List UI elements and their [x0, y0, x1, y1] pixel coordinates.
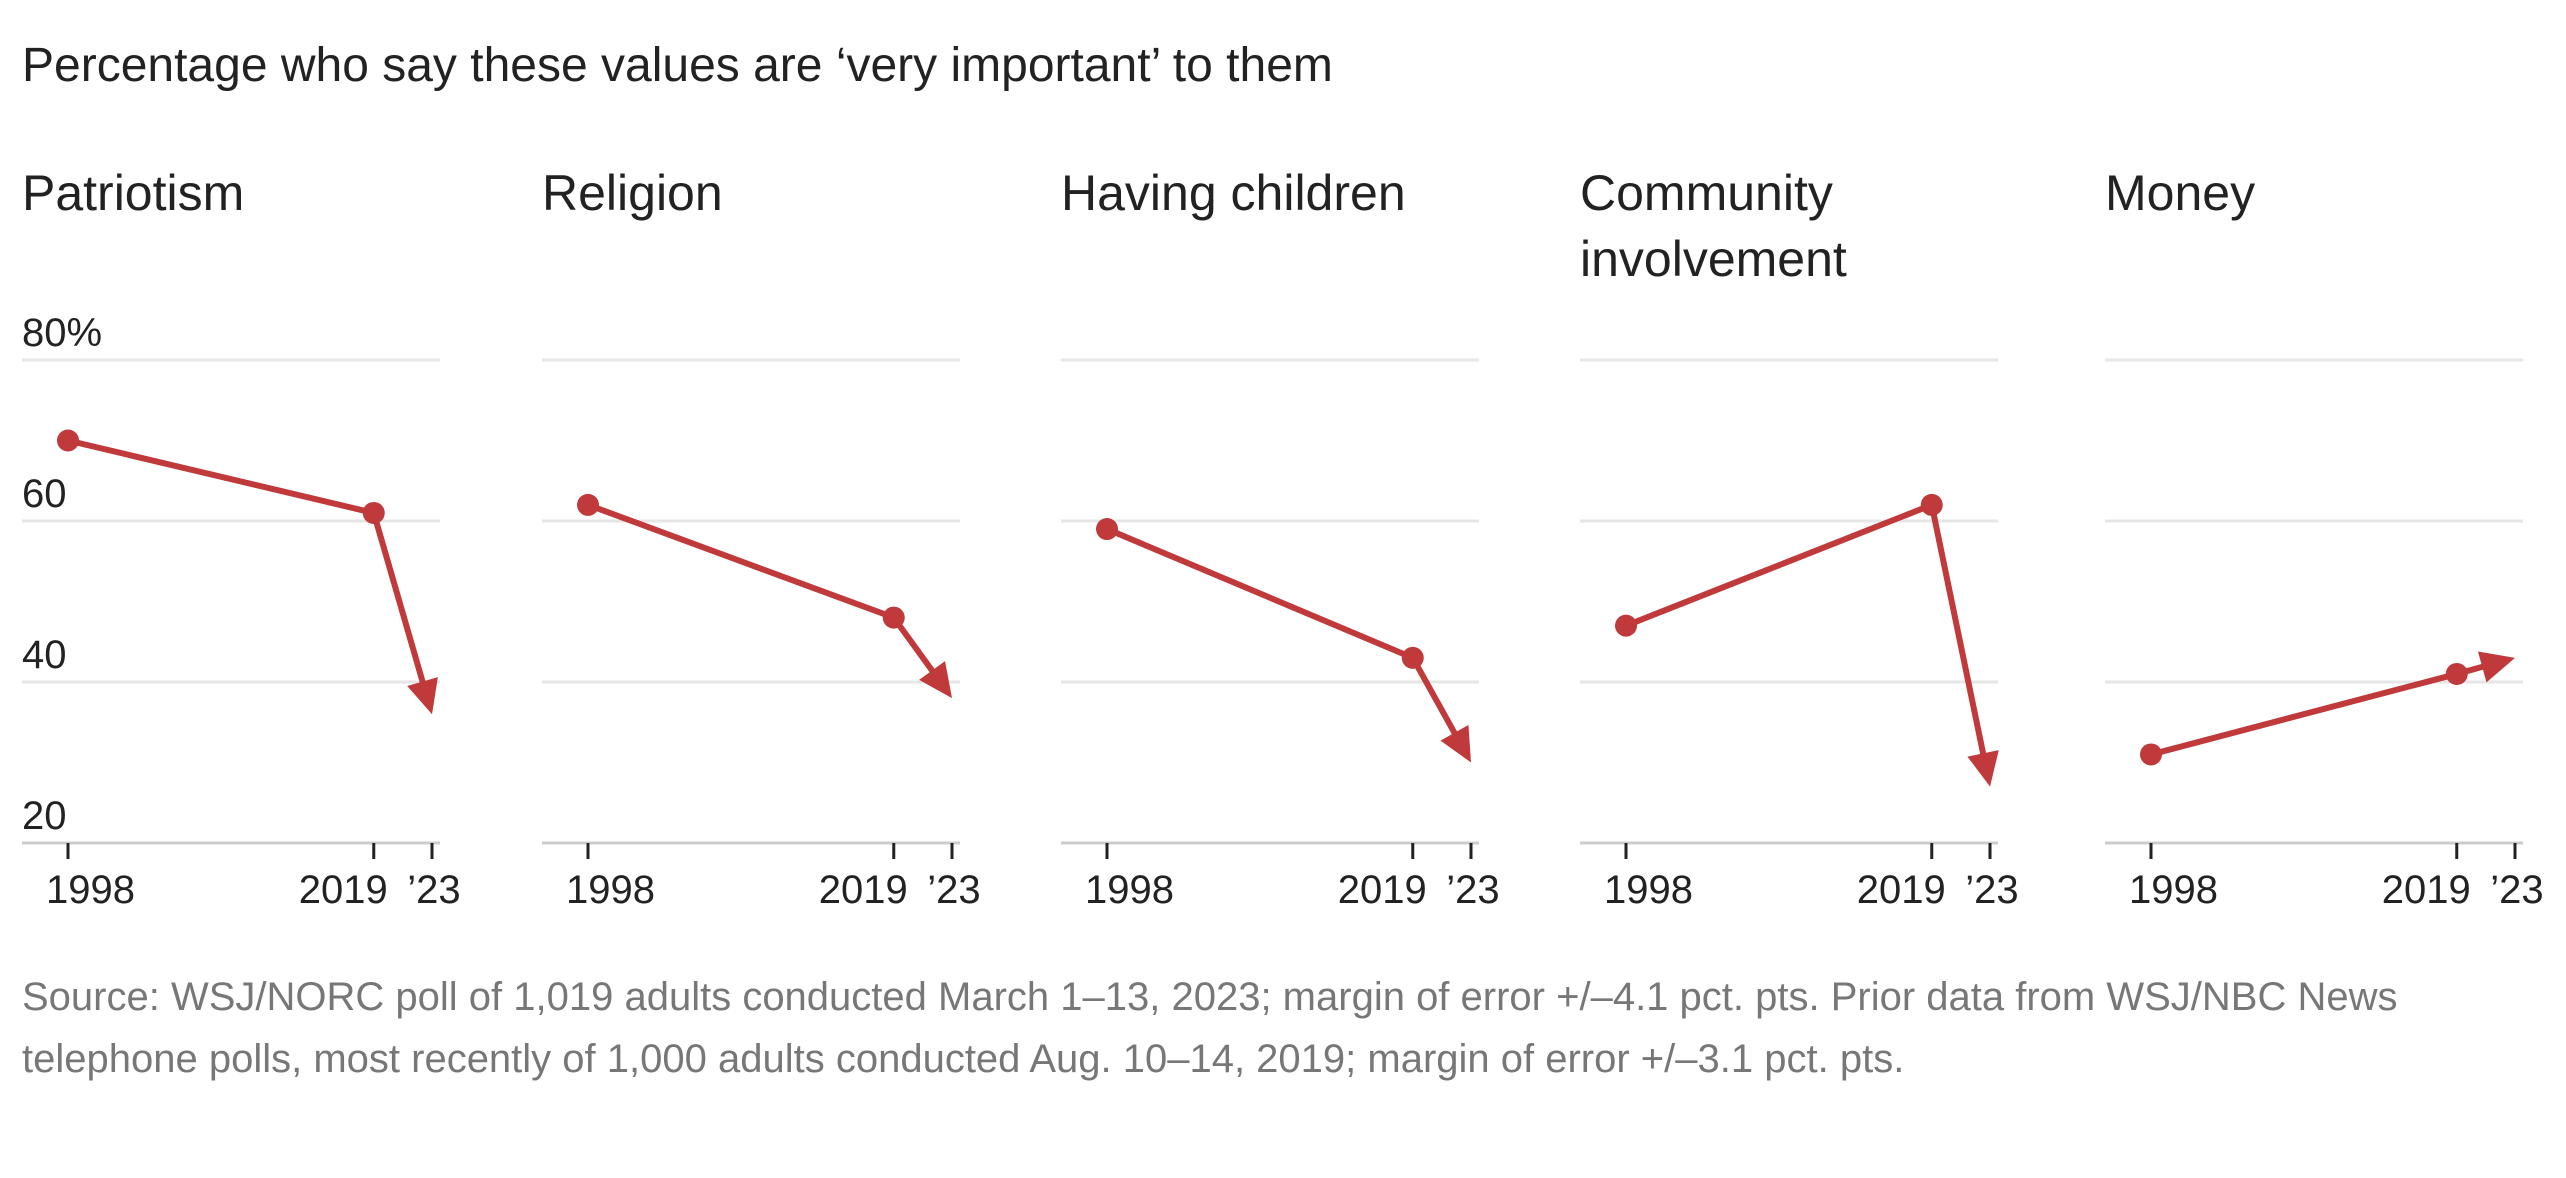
data-point-2019: [882, 606, 905, 629]
x-tick-label: 1998: [1604, 868, 1693, 912]
panel-title: Patriotism: [22, 165, 245, 221]
panel-money: Money 1998 2019 ’23: [2105, 150, 2566, 940]
data-point-2019: [2445, 662, 2468, 685]
series-line: [1104, 526, 1416, 661]
x-tick-label: 1998: [46, 868, 135, 912]
x-tick-label: 2019: [1857, 868, 1946, 912]
data-point-2019: [1401, 646, 1424, 669]
source-note: Source: WSJ/NORC poll of 1,019 adults co…: [22, 975, 2398, 1081]
chart-svg: 1998 2019 ’23: [1580, 358, 2019, 912]
series-line: [1409, 654, 1458, 736]
x-tick-label: ’23: [2490, 868, 2543, 912]
panel-title: Having children: [1061, 165, 1406, 221]
series-line: [370, 509, 426, 685]
x-tick-label: ’23: [1446, 868, 1499, 912]
panel-patriotism: Patriotism 80% 60 40 20 1998 2019 ’23: [22, 150, 492, 940]
data-point-1998: [577, 493, 599, 516]
x-tick-label: 2019: [2382, 868, 2471, 912]
y-tick-label: 20: [22, 794, 67, 838]
series-line: [585, 501, 897, 621]
arrowhead-2023: [407, 677, 438, 715]
chart-svg: 1998 2019 ’23: [542, 358, 981, 912]
x-tick-label: 1998: [566, 868, 655, 912]
x-tick-label: ’23: [927, 868, 980, 912]
data-point-1998: [1096, 518, 1118, 541]
panel-title: Community involvement: [1580, 165, 1847, 287]
panel-religion: Religion 1998 2019 ’23: [542, 150, 1012, 940]
arrowhead-2023: [1967, 750, 1999, 787]
x-tick-label: ’23: [407, 868, 460, 912]
x-tick-label: 2019: [299, 868, 388, 912]
series-line: [2148, 670, 2460, 758]
data-point-1998: [2140, 743, 2162, 766]
y-tick-label: 60: [22, 472, 67, 516]
data-point-2019: [362, 501, 385, 524]
data-point-1998: [57, 429, 79, 452]
x-tick-label: 1998: [1085, 868, 1174, 912]
panel-title: Money: [2105, 165, 2256, 221]
arrowhead-2023: [919, 661, 952, 699]
panel-community-involvement: Community involvement 1998 2019 ’23: [1580, 150, 2050, 940]
x-tick-label: 2019: [1338, 868, 1427, 912]
series-line: [1623, 501, 1935, 629]
series-line: [1928, 501, 1987, 757]
series-line: [65, 437, 377, 516]
panel-having-children: Having children 1998 2019 ’23: [1061, 150, 1531, 940]
y-tick-label: 80%: [22, 311, 102, 355]
chart-svg: 80% 60 40 20 1998 2019 ’23: [22, 311, 461, 912]
y-tick-label: 40: [22, 633, 67, 677]
arrowhead-2023: [1440, 725, 1471, 763]
chart-svg: 1998 2019 ’23: [1061, 358, 1500, 912]
chart-svg: 1998 2019 ’23: [2105, 358, 2544, 912]
data-point-1998: [1615, 614, 1637, 637]
arrowhead-2023: [2477, 651, 2515, 683]
chart-title: Percentage who say these values are ‘ver…: [22, 39, 1333, 92]
x-tick-label: 2019: [819, 868, 908, 912]
data-point-2019: [1920, 493, 1943, 516]
x-tick-label: ’23: [1965, 868, 2018, 912]
panel-title: Religion: [542, 165, 723, 221]
x-tick-label: 1998: [2129, 868, 2218, 912]
